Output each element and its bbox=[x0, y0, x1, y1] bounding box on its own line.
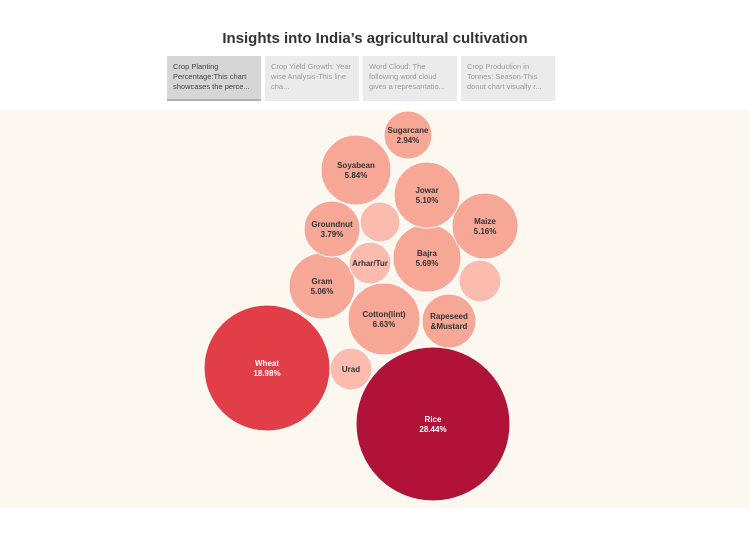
bubble-circle[interactable] bbox=[392, 223, 462, 293]
bubble-circle[interactable] bbox=[421, 293, 477, 349]
bubble-label: Groundnut bbox=[311, 220, 353, 229]
bubble-circle[interactable] bbox=[383, 110, 433, 160]
bubble-label: Gram bbox=[312, 277, 333, 286]
page-title: Insights into India’s agricultural culti… bbox=[222, 30, 528, 47]
bubble-value-label: 5.10% bbox=[416, 196, 439, 205]
tab-word-cloud[interactable]: Word Cloud: The following word cloud giv… bbox=[363, 56, 457, 101]
tab-crop-production[interactable]: Crop Production in Tonnes: Season-This d… bbox=[461, 56, 555, 101]
bubble-circle[interactable] bbox=[355, 346, 511, 502]
bubble-label: Bajra bbox=[417, 249, 438, 258]
bubble-label: &Mustard bbox=[431, 322, 468, 331]
bubble-circle[interactable] bbox=[347, 282, 421, 356]
bubble-label: Rice bbox=[425, 415, 442, 424]
bubble-label: Arhar/Tur bbox=[352, 259, 388, 268]
bubble-cotton-lint[interactable]: Cotton(lint)6.63% bbox=[347, 282, 421, 356]
tab-crop-production-label: Crop Production in Tonnes: Season-This d… bbox=[467, 62, 542, 91]
bubble-circle[interactable] bbox=[451, 192, 519, 260]
bubble-value-label: 6.63% bbox=[373, 320, 396, 329]
bubble-unlabeled-14[interactable] bbox=[458, 259, 502, 303]
bubble-label: Maize bbox=[474, 217, 496, 226]
bubble-circle[interactable] bbox=[303, 200, 361, 258]
bubble-value-label: 5.69% bbox=[416, 259, 439, 268]
bubble-circle[interactable] bbox=[288, 252, 356, 320]
bubble-value-label: 5.06% bbox=[311, 287, 334, 296]
tab-crop-planting[interactable]: Crop Planting Percentage:This chart show… bbox=[167, 56, 261, 101]
bubble-label: Cotton(lint) bbox=[362, 310, 405, 319]
bubble-circle[interactable] bbox=[348, 241, 392, 285]
bubble-circle[interactable] bbox=[320, 134, 392, 206]
bubble-value-label: 3.79% bbox=[321, 230, 344, 239]
bubble-circle[interactable] bbox=[203, 304, 331, 432]
bubble-label: Rapeseed bbox=[430, 312, 468, 321]
tab-crop-yield-label: Crop Yield Growth: Year wise Analysis-Th… bbox=[271, 62, 352, 91]
bubble-label: Urad bbox=[342, 365, 360, 374]
tab-crop-yield[interactable]: Crop Yield Growth: Year wise Analysis-Th… bbox=[265, 56, 359, 101]
bubble-label: Jowar bbox=[415, 186, 438, 195]
bubble-circle[interactable] bbox=[393, 161, 461, 229]
bubble-value-label: 2.94% bbox=[397, 136, 420, 145]
bubble-value-label: 18.98% bbox=[253, 369, 280, 378]
bubble-value-label: 28.44% bbox=[419, 425, 446, 434]
bubble-label: Sugarcane bbox=[388, 126, 429, 135]
bubble-arhar-tur[interactable]: Arhar/Tur bbox=[348, 241, 392, 285]
bubble-label: Wheat bbox=[255, 359, 279, 368]
tab-word-cloud-label: Word Cloud: The following word cloud giv… bbox=[369, 62, 445, 91]
bubble-circle[interactable] bbox=[359, 201, 401, 243]
bubble-chart: Rice28.44%Wheat18.98%Cotton(lint)6.63%So… bbox=[203, 110, 519, 502]
bubble-rapeseed-mustard[interactable]: Rapeseed&Mustard bbox=[421, 293, 477, 349]
chart-area: Rice 28.44% Wheat 18.98% Cotton(lint) 6.63% So… bbox=[0, 110, 750, 508]
tab-crop-planting-label: Crop Planting Percentage:This chart show… bbox=[173, 62, 250, 91]
bubble-urad[interactable]: Urad bbox=[329, 347, 373, 391]
bubble-circle[interactable] bbox=[458, 259, 502, 303]
bubble-value-label: 5.84% bbox=[345, 171, 368, 180]
bubble-circle[interactable] bbox=[329, 347, 373, 391]
bubble-unlabeled-13[interactable] bbox=[359, 201, 401, 243]
bubble-label: Soyabean bbox=[337, 161, 375, 170]
bubble-value-label: 5.16% bbox=[474, 227, 497, 236]
story-tabs: Crop Planting Percentage:This chart show… bbox=[167, 56, 555, 101]
